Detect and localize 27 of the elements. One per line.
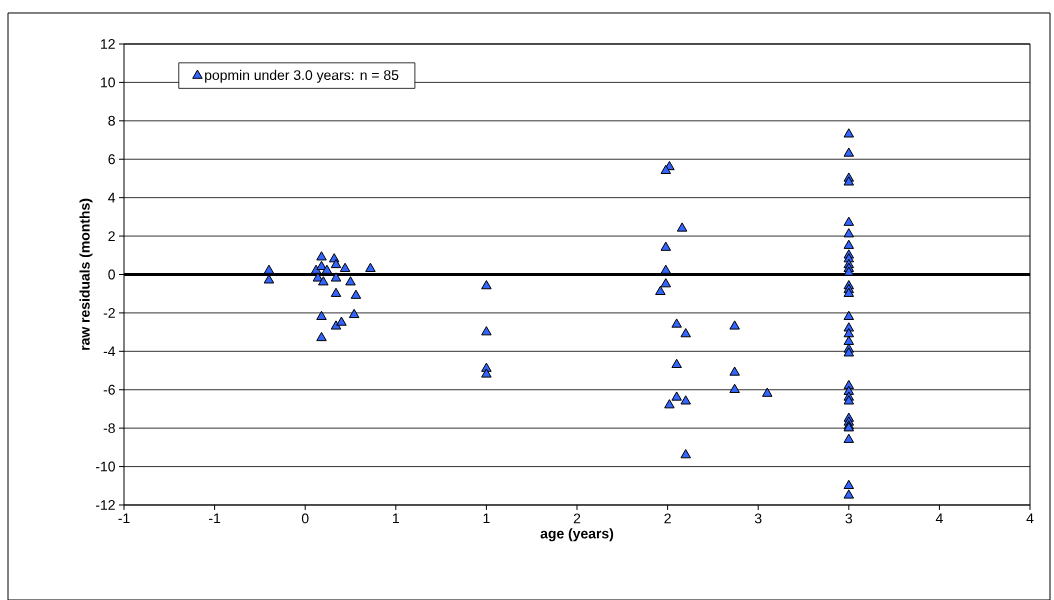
y-tick-label: 4 xyxy=(108,192,116,203)
x-tick-label: 3 xyxy=(754,513,762,524)
y-tick-label: -4 xyxy=(103,346,116,356)
x-tick-label: 1 xyxy=(483,513,490,523)
y-tick-label: -10 xyxy=(95,461,115,472)
y-tick-label: 12 xyxy=(101,38,115,49)
x-tick-label: 4 xyxy=(1026,513,1034,523)
y-tick-label: 8 xyxy=(108,115,115,126)
y-tick-label: -2 xyxy=(103,307,115,318)
legend-label: popmin under 3.0 years: n = 85 xyxy=(205,69,399,83)
x-tick-label: 2 xyxy=(664,513,671,523)
y-tick-label: 0 xyxy=(108,269,115,280)
x-tick-label: 0 xyxy=(301,513,309,524)
y-tick-label: 2 xyxy=(108,230,115,241)
y-tick-label: -8 xyxy=(103,422,115,433)
x-tick-label: -1 xyxy=(209,513,221,523)
y-tick-label: -6 xyxy=(103,384,115,395)
x-tick-label: 1 xyxy=(392,513,400,523)
x-tick-label: 2 xyxy=(573,513,581,523)
x-axis-title: age (years) xyxy=(540,527,614,542)
y-tick-label: 6 xyxy=(108,154,115,164)
x-tick-label: 4 xyxy=(935,513,943,523)
x-tick-label: -1 xyxy=(118,513,130,523)
y-tick-label: 10 xyxy=(101,77,115,88)
x-tick-label: 3 xyxy=(845,513,853,524)
y-axis-title: raw residuals (months) xyxy=(79,198,93,350)
y-tick-label: -12 xyxy=(95,499,115,510)
